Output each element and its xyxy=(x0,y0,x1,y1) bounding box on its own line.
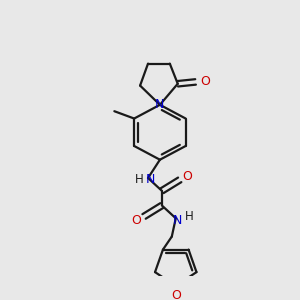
Text: O: O xyxy=(171,289,181,300)
Text: O: O xyxy=(200,75,210,88)
Text: O: O xyxy=(183,170,193,183)
Text: N: N xyxy=(145,173,155,186)
Text: H: H xyxy=(135,173,143,186)
Text: N: N xyxy=(155,98,165,111)
Text: O: O xyxy=(131,214,141,226)
Text: H: H xyxy=(185,210,194,223)
Text: N: N xyxy=(173,214,182,226)
